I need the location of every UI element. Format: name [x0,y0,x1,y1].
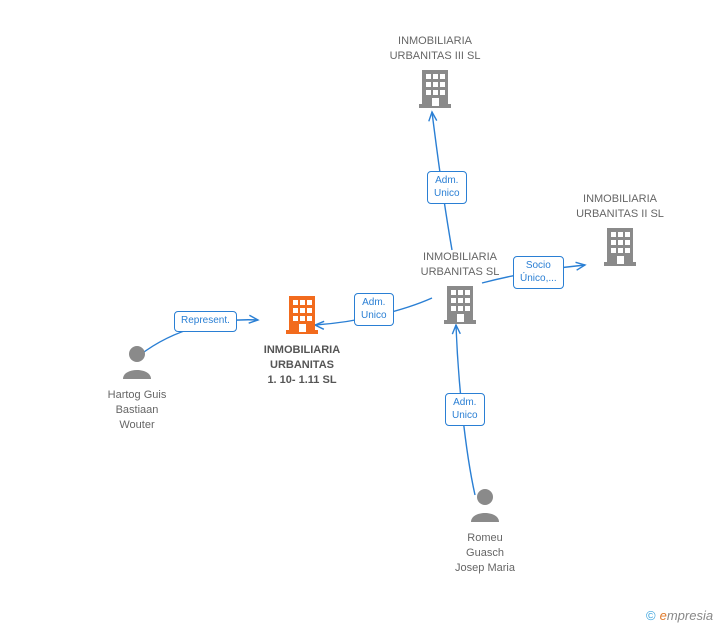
edge-label-adm-unico-3: Adm. Unico [445,393,485,426]
node-hartog-label: Hartog Guis Bastiaan Wouter [97,388,177,433]
node-focus-label: INMOBILIARIA URBANITAS 1. 10- 1.11 SL [247,343,357,388]
building-icon [284,294,320,334]
edge-label-adm-unico-2: Adm. Unico [427,171,467,204]
building-icon [417,68,453,108]
node-focus[interactable]: INMOBILIARIA URBANITAS 1. 10- 1.11 SL [247,294,357,388]
edge-label-represent: Represent. [174,311,237,332]
node-romeu-label: Romeu Guasch Josep Maria [440,531,530,576]
node-urbanitas-sl[interactable]: INMOBILIARIA URBANITAS SL [410,250,510,329]
node-hartog[interactable]: Hartog Guis Bastiaan Wouter [97,343,177,433]
edge-label-socio: Socio Único,... [513,256,564,289]
node-romeu[interactable]: Romeu Guasch Josep Maria [440,486,530,576]
person-icon [119,343,155,379]
watermark: © empresia [646,608,713,623]
node-urbanitas-ii-label: INMOBILIARIA URBANITAS II SL [560,192,680,222]
node-urbanitas-iii[interactable]: INMOBILIARIA URBANITAS III SL [375,34,495,113]
node-urbanitas-sl-label: INMOBILIARIA URBANITAS SL [410,250,510,280]
node-urbanitas-iii-label: INMOBILIARIA URBANITAS III SL [375,34,495,64]
node-urbanitas-ii[interactable]: INMOBILIARIA URBANITAS II SL [560,192,680,271]
person-icon [467,486,503,522]
building-icon [442,284,478,324]
watermark-rest: mpresia [667,608,713,623]
building-icon [602,226,638,266]
copyright-symbol: © [646,608,656,623]
edge-label-adm-unico-1: Adm. Unico [354,293,394,326]
watermark-e: e [660,608,667,623]
